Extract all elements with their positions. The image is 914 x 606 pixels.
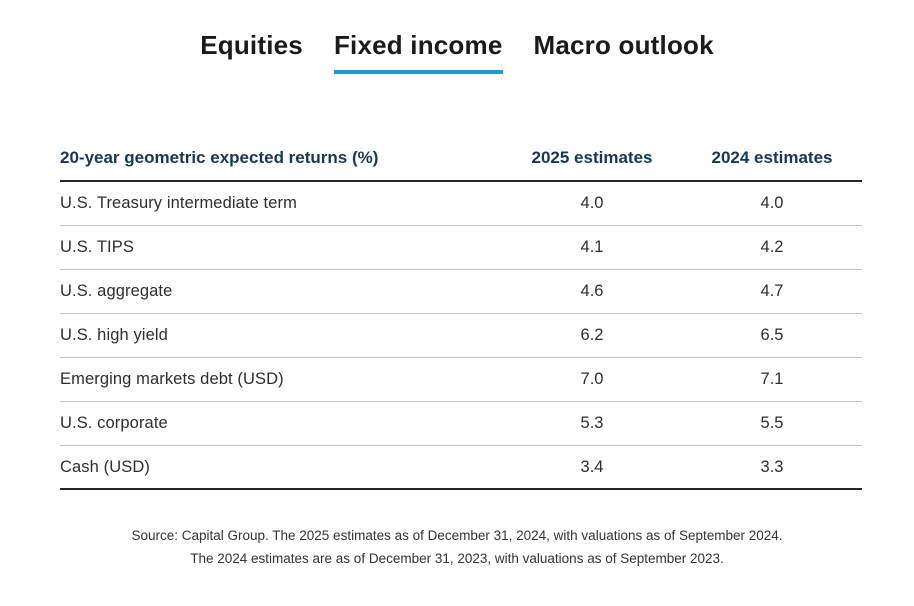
row-2025-value: 6.2 [580,326,604,344]
row-label: U.S. corporate [60,414,168,432]
row-2025-value: 4.0 [580,194,604,212]
table-header-row: 20-year geometric expected returns (%) 2… [60,148,862,182]
table-row: U.S. corporate 5.3 5.5 [60,402,862,446]
table-row: Cash (USD) 3.4 3.3 [60,446,862,490]
table-row: U.S. high yield 6.2 6.5 [60,314,862,358]
row-2024-value: 6.5 [760,326,784,344]
row-label: Emerging markets debt (USD) [60,370,284,388]
row-2025-value: 3.4 [580,457,604,476]
row-label: U.S. aggregate [60,282,173,300]
table-row: U.S. TIPS 4.1 4.2 [60,226,862,270]
row-2024-value: 4.0 [760,194,784,212]
row-2024-value: 7.1 [760,370,784,388]
tab-equities[interactable]: Equities [200,30,303,74]
table-header-2025: 2025 estimates [531,148,653,167]
row-label: U.S. TIPS [60,238,134,256]
row-label: U.S. high yield [60,326,168,344]
table-header-2024: 2024 estimates [711,148,833,167]
source-note-line2: The 2024 estimates are as of December 31… [190,551,724,566]
source-note: Source: Capital Group. The 2025 estimate… [0,524,914,570]
tab-macro-outlook[interactable]: Macro outlook [534,30,714,74]
row-2024-value: 3.3 [760,457,784,476]
row-2025-value: 4.6 [580,282,604,300]
source-note-line1: Source: Capital Group. The 2025 estimate… [131,528,783,543]
row-2024-value: 4.2 [760,238,784,256]
tab-fixed-income[interactable]: Fixed income [333,30,503,75]
row-2025-value: 5.3 [580,414,604,432]
row-2025-value: 4.1 [580,238,604,256]
row-label: U.S. Treasury intermediate term [60,194,297,212]
table-row: Emerging markets debt (USD) 7.0 7.1 [60,358,862,402]
row-2025-value: 7.0 [580,370,604,388]
row-label: Cash (USD) [60,457,150,476]
table-header-label: 20-year geometric expected returns (%) [60,148,379,167]
table-row: U.S. Treasury intermediate term 4.0 4.0 [60,182,862,226]
table-row: U.S. aggregate 4.6 4.7 [60,270,862,314]
expected-returns-table: 20-year geometric expected returns (%) 2… [60,148,862,490]
row-2024-value: 5.5 [760,414,784,432]
tab-bar: Equities Fixed income Macro outlook [0,0,914,75]
row-2024-value: 4.7 [760,282,784,300]
